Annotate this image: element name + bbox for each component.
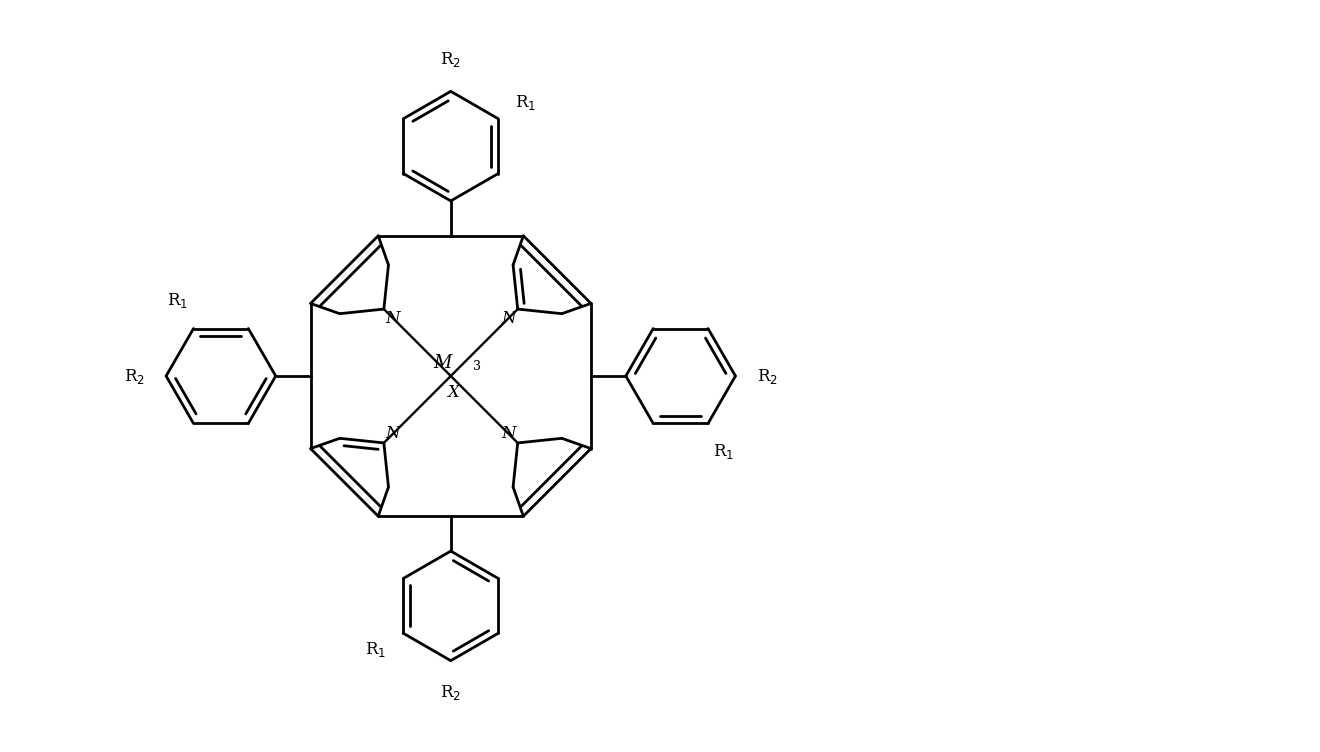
Text: R$_1$: R$_1$ — [366, 640, 387, 659]
Text: R$_1$: R$_1$ — [168, 292, 189, 311]
Text: 3: 3 — [473, 359, 480, 372]
Text: N: N — [502, 426, 516, 442]
Text: R$_2$: R$_2$ — [124, 366, 145, 386]
Text: N: N — [385, 310, 400, 326]
Text: R$_2$: R$_2$ — [441, 50, 461, 69]
Text: N: N — [385, 426, 400, 442]
Text: N: N — [502, 310, 516, 326]
Text: X: X — [447, 384, 459, 402]
Text: R$_1$: R$_1$ — [515, 93, 536, 112]
Text: R$_1$: R$_1$ — [713, 441, 734, 460]
Text: R$_2$: R$_2$ — [441, 683, 461, 702]
Text: M: M — [433, 354, 451, 372]
Text: R$_2$: R$_2$ — [756, 366, 777, 386]
